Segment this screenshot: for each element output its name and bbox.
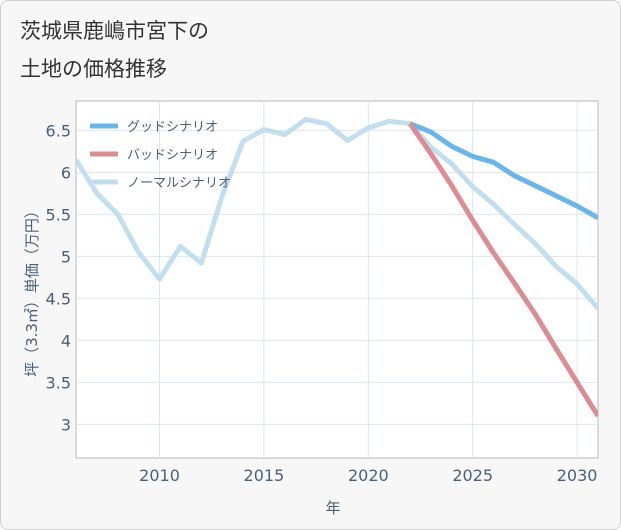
x-axis-label: 年 [325,499,340,517]
y-tick-label: 3 [61,415,71,434]
legend-label: バッドシナリオ [127,148,218,163]
x-tick-label: 2025 [452,466,493,485]
x-axis-ticks: 2010 2015 2020 2025 2030 [139,466,597,485]
legend-label: ノーマルシナリオ [127,176,231,191]
series-lines [76,117,598,418]
y-tick-label: 3.5 [46,373,71,392]
chart-title: 茨城県鹿嶋市宮下の 土地の価格推移 [20,12,209,88]
chart-title-line-1: 茨城県鹿嶋市宮下の [20,19,209,43]
series-line [409,121,598,220]
series-line [408,122,598,418]
x-tick-label: 2010 [139,466,180,485]
y-tick-label: 4.5 [46,289,71,308]
x-tick-label: 2020 [348,466,389,485]
y-tick-label: 4 [61,331,71,350]
y-tick-label: 6.5 [46,121,71,140]
y-tick-label: 6 [61,163,71,182]
y-tick-label: 5 [61,247,71,266]
y-axis-label: 坪（3.3㎡）単価（万円） [23,203,41,377]
x-tick-label: 2030 [557,466,598,485]
legend-label: グッドシナリオ [127,120,218,135]
y-tick-label: 5.5 [46,205,71,224]
series-line [76,117,598,311]
chart-title-line-2: 土地の価格推移 [20,57,167,81]
x-tick-label: 2015 [244,466,285,485]
y-axis-ticks: 3 3.5 4 4.5 5 5.5 6 6.5 [46,121,71,434]
